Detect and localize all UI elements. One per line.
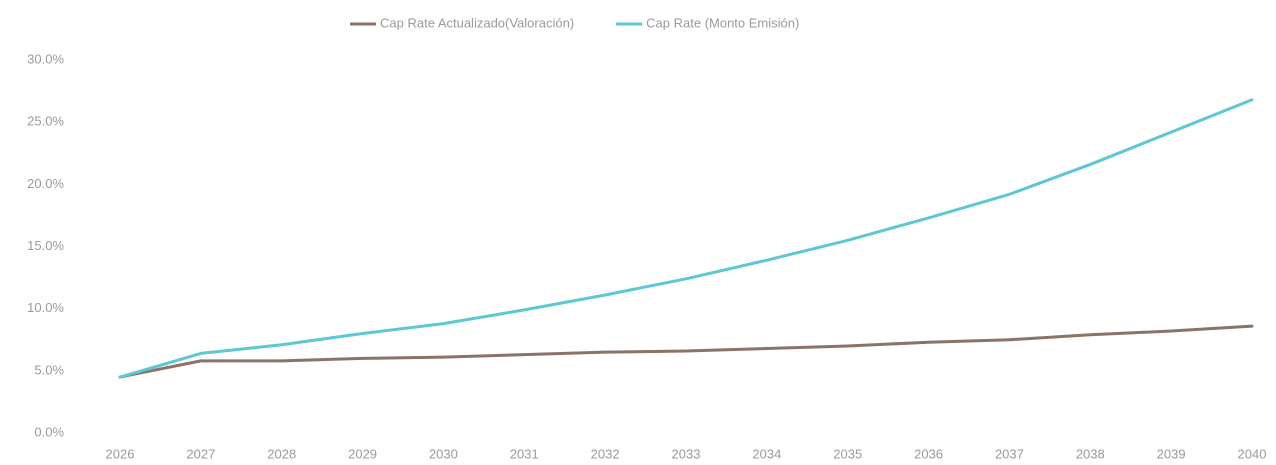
y-tick-label: 25.0% (27, 114, 64, 129)
x-tick-label: 2033 (672, 446, 701, 461)
x-tick-label: 2038 (1076, 446, 1105, 461)
y-tick-label: 5.0% (34, 362, 64, 377)
x-tick-label: 2029 (348, 446, 377, 461)
y-tick-label: 15.0% (27, 238, 64, 253)
x-tick-label: 2037 (995, 446, 1024, 461)
x-tick-label: 2039 (1157, 446, 1186, 461)
series-line (118, 98, 1254, 379)
x-tick-label: 2032 (591, 446, 620, 461)
y-tick-label: 20.0% (27, 176, 64, 191)
x-tick-label: 2031 (510, 446, 539, 461)
x-tick-label: 2040 (1238, 446, 1267, 461)
x-tick-label: 2030 (429, 446, 458, 461)
y-tick-label: 10.0% (27, 300, 64, 315)
x-tick-label: 2035 (833, 446, 862, 461)
y-tick-label: 0.0% (34, 424, 64, 439)
legend-label: Cap Rate Actualizado(Valoración) (380, 15, 574, 30)
x-tick-label: 2026 (106, 446, 135, 461)
x-tick-label: 2028 (267, 446, 296, 461)
legend-label: Cap Rate (Monto Emisión) (646, 15, 799, 30)
x-tick-label: 2034 (752, 446, 781, 461)
series-line (118, 324, 1254, 379)
x-tick-label: 2036 (914, 446, 943, 461)
y-tick-label: 30.0% (27, 51, 64, 66)
x-tick-label: 2027 (186, 446, 215, 461)
